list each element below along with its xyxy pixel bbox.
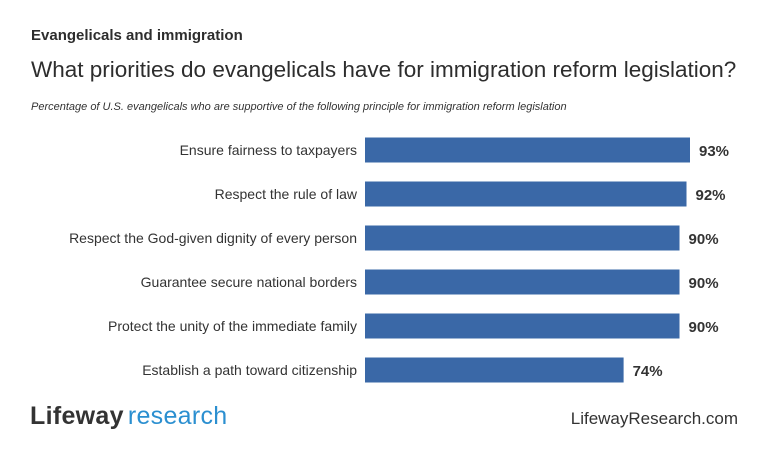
lifeway-research-logo: Lifeway research	[30, 402, 227, 431]
value-label: 93%	[699, 143, 729, 160]
category-label: Respect the God-given dignity of every p…	[69, 230, 357, 246]
value-label: 90%	[689, 231, 719, 248]
category-label: Establish a path toward citizenship	[142, 362, 357, 378]
category-label: Guarantee secure national borders	[141, 274, 357, 290]
bar	[365, 225, 680, 251]
logo-word-research: research	[127, 402, 228, 430]
value-label: 92%	[696, 187, 726, 204]
bar	[365, 357, 624, 383]
bar	[365, 137, 690, 163]
logo-word-lifeway: Lifeway	[30, 402, 124, 430]
value-label: 90%	[689, 319, 719, 336]
category-label: Respect the rule of law	[215, 186, 358, 202]
bar	[365, 269, 680, 295]
website-url: LifewayResearch.com	[570, 409, 738, 428]
category-label: Protect the unity of the immediate famil…	[108, 318, 357, 334]
bar	[365, 181, 687, 207]
chart-subtitle: Percentage of U.S. evangelicals who are …	[31, 101, 567, 113]
bar	[365, 313, 680, 339]
chart-kicker: Evangelicals and immigration	[31, 27, 243, 44]
value-label: 90%	[689, 275, 719, 292]
category-label: Ensure fairness to taxpayers	[180, 142, 357, 158]
chart-title: What priorities do evangelicals have for…	[31, 57, 737, 82]
value-label: 74%	[633, 363, 663, 380]
